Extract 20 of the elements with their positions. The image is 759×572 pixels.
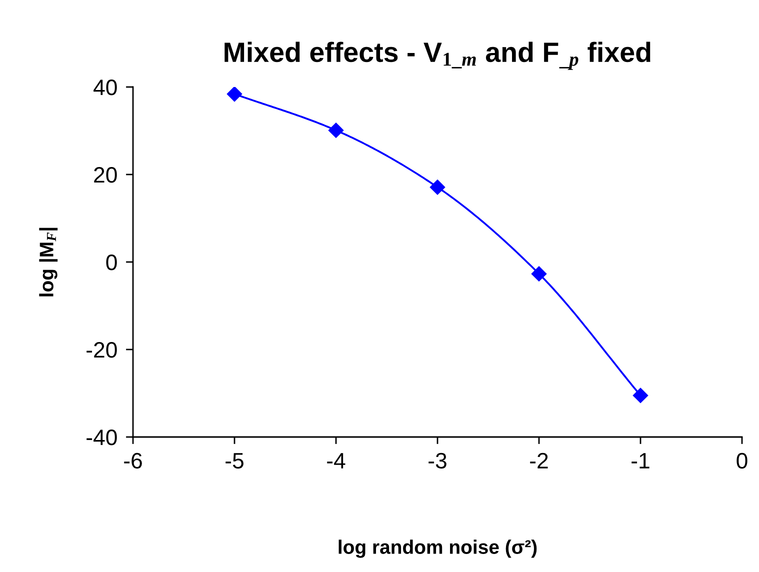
y-tick-label: -40 xyxy=(86,430,117,446)
x-tick-label: -3 xyxy=(428,452,446,469)
x-tick-label: 0 xyxy=(736,452,748,469)
chart-title: Mixed effects - V$_{1_m}$ and F$_{_p}$ fixed xyxy=(224,42,650,70)
y-axis-title: log |M$_{F}$| xyxy=(39,228,58,296)
y-tick-label: 20 xyxy=(94,167,117,183)
y-tick-label: -20 xyxy=(86,342,117,358)
point xyxy=(430,180,446,195)
point xyxy=(531,266,547,282)
x-tick-label: -2 xyxy=(530,452,548,468)
x-axis-title: log random noise (σ²) xyxy=(338,540,537,558)
x-tick-label: -1 xyxy=(632,453,650,468)
y-tick-label: 40 xyxy=(94,80,117,96)
x-tick-label: -6 xyxy=(124,452,142,469)
point xyxy=(328,122,344,138)
y-tick-label: 0 xyxy=(106,254,117,270)
x-tick-label: -5 xyxy=(226,453,244,469)
point xyxy=(226,87,242,102)
point xyxy=(632,388,648,404)
x-tick-label: -4 xyxy=(327,453,346,468)
